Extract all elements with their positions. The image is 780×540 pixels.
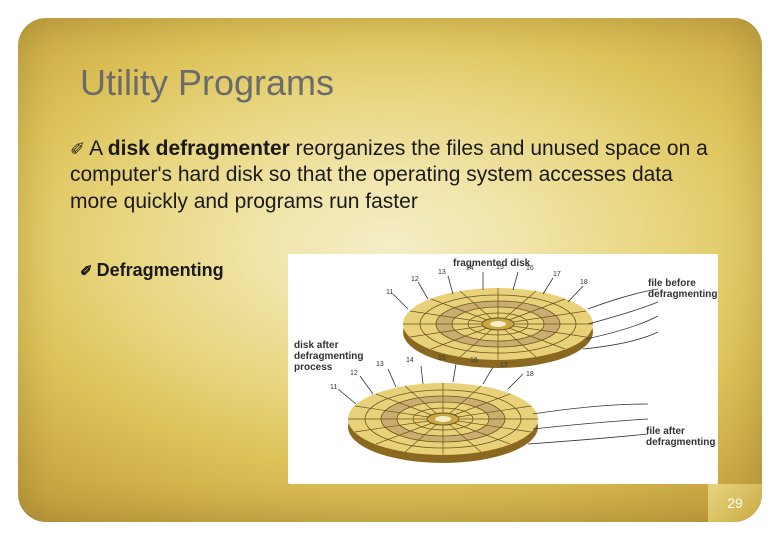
bullet-icon: ✐ xyxy=(70,138,85,161)
svg-text:17: 17 xyxy=(553,271,561,278)
svg-text:15: 15 xyxy=(438,355,446,362)
svg-text:18: 18 xyxy=(526,371,534,378)
label-file-after: file after defragmenting xyxy=(646,426,712,448)
slide-title: Utility Programs xyxy=(80,62,334,104)
sub-bullet: ✐Defragmenting xyxy=(80,260,224,281)
bullet-icon: ✐ xyxy=(80,262,93,280)
svg-text:11: 11 xyxy=(386,289,393,296)
slide-container: Utility Programs ✐A disk defragmenter re… xyxy=(18,18,762,522)
label-fragmented: fragmented disk xyxy=(453,258,530,269)
svg-text:14: 14 xyxy=(406,357,414,364)
svg-text:17: 17 xyxy=(500,362,508,369)
svg-text:13: 13 xyxy=(376,361,384,368)
bullet-prefix: A xyxy=(89,137,108,160)
sub-bullet-text: Defragmenting xyxy=(97,260,224,280)
svg-text:16: 16 xyxy=(470,357,478,364)
bullet-bold-term: disk defragmenter xyxy=(108,137,290,160)
svg-text:11: 11 xyxy=(330,384,337,391)
label-after-process: disk after defragmenting process xyxy=(294,340,366,373)
svg-text:12: 12 xyxy=(411,276,419,283)
main-bullet: ✐A disk defragmenter reorganizes the fil… xyxy=(70,136,722,215)
page-number: 29 xyxy=(708,484,762,522)
defrag-diagram: 1112 1314 1516 1718 1112 1314 1516 1718 … xyxy=(288,254,718,484)
label-file-before: file before defragmenting xyxy=(648,278,714,300)
svg-text:18: 18 xyxy=(580,279,588,286)
svg-text:13: 13 xyxy=(438,269,446,276)
page-number-text: 29 xyxy=(727,495,743,511)
